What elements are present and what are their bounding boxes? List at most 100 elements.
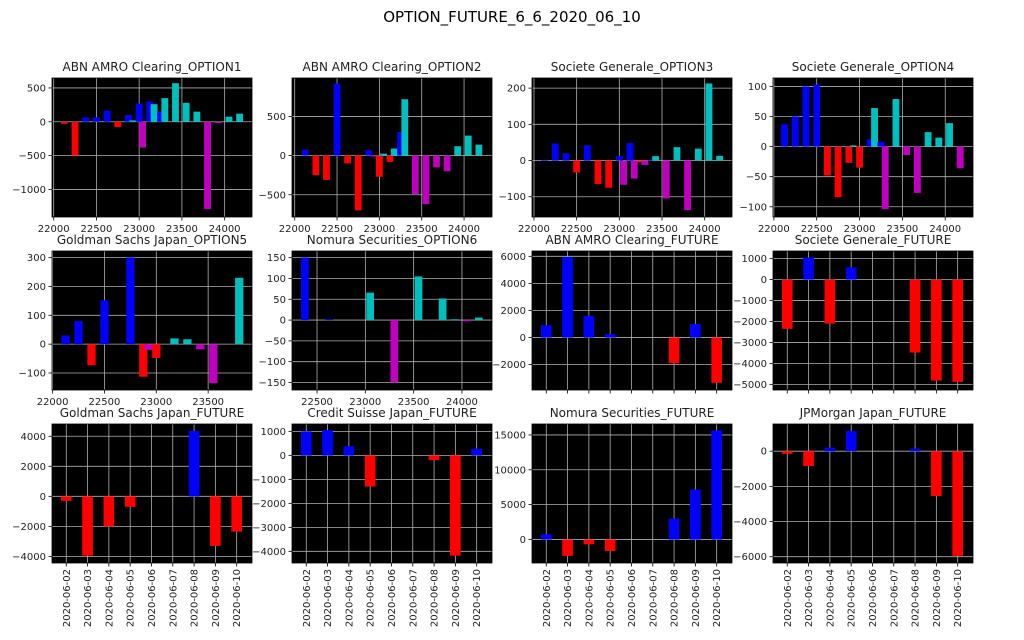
bar bbox=[694, 148, 702, 161]
bar bbox=[781, 279, 793, 329]
subplot: Nomura Securities_FUTURE 2020-06-02 2020-0… bbox=[494, 406, 733, 627]
bar bbox=[464, 135, 472, 156]
bar bbox=[475, 144, 483, 156]
x-tick-label: 24000 bbox=[448, 224, 480, 235]
y-tick-label: 6000 bbox=[501, 252, 526, 263]
axes-frame bbox=[51, 250, 253, 391]
x-tick-label: 2020-06-06 bbox=[147, 569, 158, 627]
y-tick-label: −5000 bbox=[733, 380, 767, 391]
bar bbox=[323, 155, 330, 180]
x-tick-label: 22000 bbox=[758, 224, 790, 235]
bar bbox=[150, 104, 158, 122]
y-tick-label: 100 bbox=[748, 82, 767, 93]
y-tick-label: −2000 bbox=[733, 317, 767, 328]
bar bbox=[845, 430, 857, 452]
bar bbox=[871, 108, 878, 147]
bar bbox=[583, 539, 595, 545]
bar bbox=[103, 110, 111, 122]
axes-frame bbox=[531, 250, 733, 391]
y-tick-label: 5000 bbox=[501, 500, 526, 511]
x-tick-label: 2020-06-10 bbox=[472, 569, 483, 627]
bar bbox=[129, 120, 137, 122]
plot-area bbox=[773, 251, 973, 390]
y-tick-label: 50 bbox=[754, 112, 767, 123]
bar bbox=[300, 431, 312, 456]
y-tick-label: −2000 bbox=[12, 522, 46, 533]
y-tick-label: −50 bbox=[746, 172, 767, 183]
bar bbox=[824, 447, 836, 452]
subplot-title: Societe Generale_OPTION4 bbox=[792, 60, 954, 74]
subplot-title: Goldman Sachs Japan_FUTURE bbox=[60, 406, 244, 420]
x-tick-label: 2020-06-03 bbox=[563, 569, 574, 627]
bar bbox=[594, 160, 602, 185]
x-tick-label: 2020-06-06 bbox=[868, 569, 879, 627]
bar bbox=[615, 155, 623, 161]
x-tick-label: 2020-06-02 bbox=[62, 569, 73, 627]
x-tick-label: 22000 bbox=[279, 224, 311, 235]
bar bbox=[204, 121, 211, 210]
subplot-title: Societe Generale_OPTION3 bbox=[551, 60, 713, 74]
y-tick-label: 2000 bbox=[21, 462, 46, 473]
bar bbox=[301, 257, 309, 321]
axes-frame bbox=[531, 423, 733, 564]
bar bbox=[209, 344, 218, 384]
bar bbox=[866, 139, 874, 147]
x-tick-label: 23000 bbox=[349, 397, 381, 408]
bar bbox=[93, 117, 100, 122]
bar bbox=[881, 146, 889, 210]
bar bbox=[74, 321, 83, 345]
plot-area bbox=[52, 424, 252, 563]
y-tick-label: 1000 bbox=[742, 254, 767, 265]
x-tick-label: 23500 bbox=[406, 224, 438, 235]
y-tick-label: 100 bbox=[507, 120, 526, 131]
bar bbox=[135, 103, 143, 122]
bar bbox=[386, 155, 394, 162]
y-tick-label: 100 bbox=[267, 274, 286, 285]
bar bbox=[684, 160, 692, 211]
bar bbox=[365, 150, 373, 156]
bar bbox=[462, 320, 471, 322]
y-tick-label: −100 bbox=[259, 357, 286, 368]
x-tick-label: 2020-06-07 bbox=[408, 569, 419, 627]
y-tick-label: 4000 bbox=[501, 279, 526, 290]
bar bbox=[540, 325, 552, 338]
x-tick-label: 22500 bbox=[801, 224, 833, 235]
bar bbox=[196, 344, 205, 350]
x-tick-label: 2020-06-07 bbox=[648, 569, 659, 627]
bar bbox=[562, 256, 573, 338]
bar bbox=[183, 339, 192, 345]
bar bbox=[125, 115, 132, 122]
x-tick-label: 2020-06-04 bbox=[344, 569, 355, 627]
x-tick-label: 2020-06-08 bbox=[911, 569, 922, 627]
bar bbox=[380, 153, 388, 156]
subplot: Societe Generale_FUTURE −5000 −4000 −3000 −2… bbox=[733, 233, 974, 394]
bar bbox=[474, 317, 483, 321]
y-tick-label: 0 bbox=[761, 275, 767, 286]
y-tick-label: 15000 bbox=[494, 430, 526, 441]
bar bbox=[931, 279, 942, 381]
bar bbox=[952, 279, 963, 382]
plot-area bbox=[52, 251, 252, 390]
y-tick-label: −4000 bbox=[252, 547, 286, 558]
x-tick-label: 2020-06-09 bbox=[691, 569, 702, 627]
bar bbox=[325, 319, 333, 321]
x-tick-label: 23000 bbox=[603, 224, 635, 235]
plot-area bbox=[292, 424, 492, 563]
bar bbox=[956, 146, 964, 169]
x-tick-label: 2020-06-02 bbox=[783, 569, 794, 627]
y-tick-label: −50 bbox=[265, 336, 286, 347]
bar bbox=[856, 146, 863, 168]
bar bbox=[333, 83, 341, 156]
bar bbox=[60, 121, 68, 124]
bar bbox=[438, 298, 447, 321]
bar bbox=[182, 102, 190, 122]
x-tick-label: 23500 bbox=[646, 224, 678, 235]
bar bbox=[824, 279, 836, 324]
y-tick-label: 0 bbox=[761, 142, 767, 153]
y-tick-label: 0 bbox=[761, 447, 767, 458]
bar bbox=[604, 539, 616, 551]
subplot-title: ABN AMRO Clearing_OPTION2 bbox=[303, 60, 482, 74]
x-tick-label: 2020-06-04 bbox=[104, 569, 115, 627]
x-tick-label: 2020-06-05 bbox=[366, 569, 377, 627]
y-tick-label: 150 bbox=[267, 253, 286, 264]
